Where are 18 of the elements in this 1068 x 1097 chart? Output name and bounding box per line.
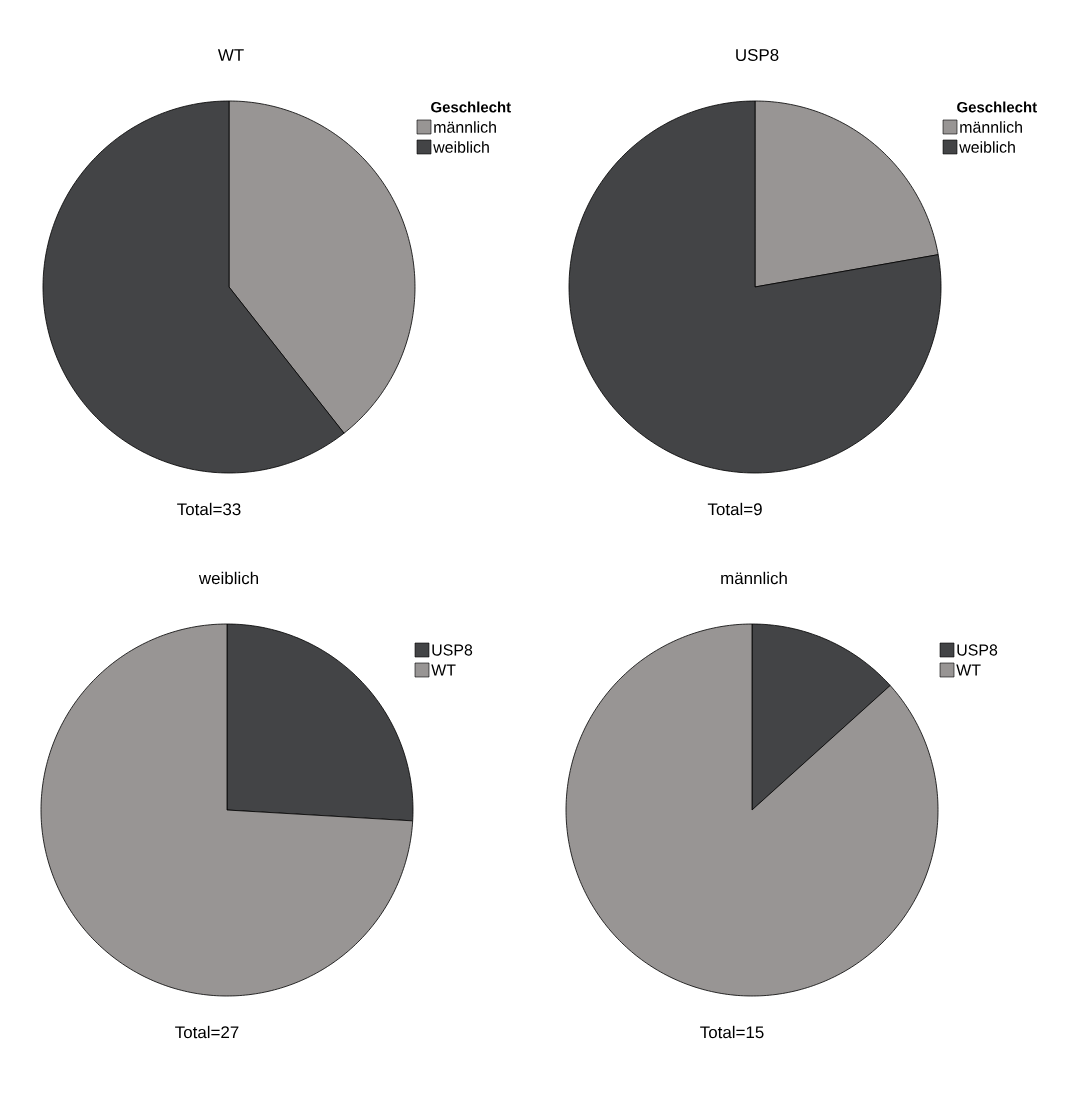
legend-label: weiblich	[959, 141, 1015, 153]
chart-title: männlich	[721, 571, 787, 585]
legend-label: männlich	[434, 121, 496, 133]
text: Total=15	[700, 1025, 764, 1039]
legend-label: männlich	[960, 121, 1022, 133]
legend-label: USP8	[432, 644, 473, 656]
legend-title: Geschlecht	[957, 101, 1037, 113]
legend-title: Geschlecht	[431, 101, 511, 113]
chart-title: WT	[217, 49, 244, 61]
legend-label: WT	[956, 664, 981, 676]
legend-label: USP8	[957, 644, 998, 656]
chart-title: USP8	[736, 48, 779, 61]
legend-label: weiblich	[433, 141, 489, 153]
text: Total=27	[175, 1025, 239, 1039]
text: Total=9	[707, 502, 762, 516]
chart-title: weiblich	[198, 571, 258, 585]
text: Total=33	[177, 502, 241, 516]
legend-label: WT	[431, 664, 456, 676]
